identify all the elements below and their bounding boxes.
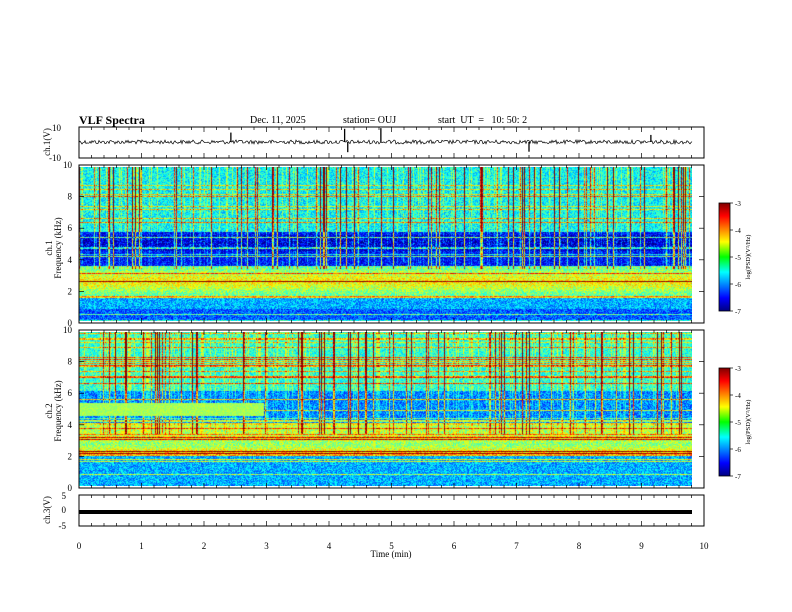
ch1-waveform-line <box>78 138 693 146</box>
date-label: Dec. 11, 2025 <box>250 115 306 126</box>
ch2-spec-ylabel-channel: ch.2 <box>44 403 54 418</box>
colorbar-tick-label: -5 <box>735 419 741 427</box>
ch1-ytick-top: 10 <box>52 123 62 133</box>
freq-tick-label: 10 <box>63 325 73 335</box>
freq-tick-label: 6 <box>68 388 73 398</box>
freq-tick-label: 2 <box>68 286 73 296</box>
freq-tick-label: 6 <box>68 223 73 233</box>
ch1-spec-ylabel-channel: ch.1 <box>44 240 54 255</box>
freq-tick-label: 4 <box>68 420 73 430</box>
ch2-colorbar-label: log(PSD)(V²/Hz) <box>745 400 752 445</box>
colorbar-tick-label: -6 <box>735 281 741 289</box>
ch1-waveform-panel: 10 -10 ch.1(V) <box>42 123 705 163</box>
x-tick-label: 6 <box>452 541 457 551</box>
colorbar-tick-label: -5 <box>735 254 741 262</box>
freq-tick-label: 0 <box>68 483 73 493</box>
ax3-tick-marks <box>78 330 705 488</box>
ax4-tick-marks <box>78 495 705 526</box>
ch1-colorbar-label: log(PSD)(V²/Hz) <box>745 235 752 280</box>
x-tick-label: 3 <box>264 541 269 551</box>
x-tick-label: 1 <box>139 541 144 551</box>
ch3-ytick-bottom: -5 <box>59 521 67 531</box>
freq-tick-label: 8 <box>68 192 73 202</box>
ch1-ylabel: ch.1(V) <box>42 128 52 156</box>
freq-tick-label: 8 <box>68 357 73 367</box>
station-label: station= OUJ <box>343 115 397 126</box>
x-tick-label: 0 <box>77 541 82 551</box>
ax3-ylabels: 0 2 4 6 8 10 <box>63 325 704 493</box>
ax2-tick-marks <box>78 165 705 323</box>
colorbar-tick-label: -7 <box>735 308 741 316</box>
colorbar-tick-label: -4 <box>735 392 741 400</box>
freq-tick-label: 4 <box>68 255 73 265</box>
freq-tick-label: 10 <box>63 160 73 170</box>
ch2-spectrogram-image <box>79 332 692 486</box>
x-tick-labels: 0 1 2 3 4 5 6 7 8 9 10 <box>77 541 709 551</box>
freq-tick-label: 0 <box>68 318 73 328</box>
ax2-ylabels: 0 2 4 6 8 10 <box>63 160 704 328</box>
ax1-tick-marks <box>78 127 705 158</box>
freq-tick-label: 2 <box>68 451 73 461</box>
ch2-spectrogram-panel: 0 2 4 6 8 10 ch.2 Frequency (kHz) <box>44 325 705 493</box>
ch3-ytick-mid: 0 <box>62 505 67 515</box>
ch3-ytick-top: 5 <box>62 491 67 501</box>
x-axis-label: Time (min) <box>371 549 412 559</box>
colorbar-tick-label: -3 <box>735 200 741 208</box>
ch1-spectrogram-image <box>79 167 692 321</box>
colorbar-tick-label: -6 <box>735 446 741 454</box>
figure-title: VLF Spectra <box>79 113 145 127</box>
ch1-spectrogram-panel: 0 2 4 6 8 10 ch.1 Frequency (kHz) <box>44 160 705 328</box>
ch2-colorbar: -3 -4 -5 -6 -7 log(PSD)(V²/Hz) <box>718 365 752 481</box>
colorbar-tick-label: -4 <box>735 227 741 235</box>
x-tick-label: 9 <box>639 541 644 551</box>
x-tick-label: 4 <box>327 541 332 551</box>
ch1-colorbar: -3 -4 -5 -6 -7 log(PSD)(V²/Hz) <box>718 200 752 316</box>
x-tick-label: 10 <box>700 541 710 551</box>
x-tick-label: 2 <box>202 541 207 551</box>
x-tick-label: 8 <box>577 541 582 551</box>
ch3-ylabel: ch.3(V) <box>42 496 52 524</box>
x-tick-label: 7 <box>514 541 519 551</box>
ch1-ytick-bottom: -10 <box>49 153 61 163</box>
start-time-label: start UT = 10: 50: 2 <box>438 115 528 126</box>
ch1-spec-ylabel-freq: Frequency (kHz) <box>53 217 63 278</box>
ch3-waveform-line <box>79 510 692 514</box>
x-tick-label: 5 <box>389 541 394 551</box>
ch1-spikes <box>230 128 652 153</box>
ch3-waveform-panel: 5 0 -5 ch.3(V) <box>42 491 705 531</box>
colorbar-tick-label: -3 <box>735 365 741 373</box>
ch2-spec-ylabel-freq: Frequency (kHz) <box>53 380 63 441</box>
colorbar-tick-label: -7 <box>735 473 741 481</box>
